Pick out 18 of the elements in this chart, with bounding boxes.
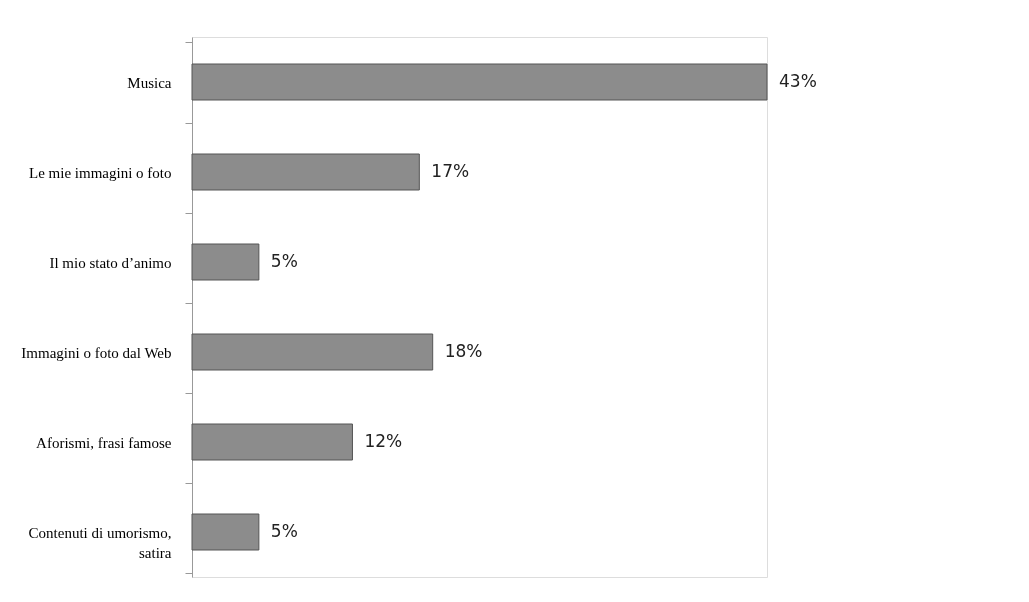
- bar: [191, 63, 768, 101]
- y-tick-label: Immagini o foto dal Web: [21, 344, 172, 361]
- data-label: 12%: [364, 431, 403, 451]
- y-tick-label: Le mie immagini o foto: [29, 164, 172, 181]
- data-label: 17%: [431, 161, 470, 181]
- data-label: 5%: [270, 521, 298, 541]
- bar: [191, 333, 434, 371]
- data-label: 5%: [270, 251, 298, 271]
- bar: [191, 153, 420, 191]
- bar: [191, 513, 260, 551]
- y-tick-label: Il mio stato d’animo: [49, 254, 172, 271]
- y-tick-label: Contenuti di umorismo, satira: [28, 524, 172, 561]
- bar: [191, 423, 353, 461]
- data-label: 43%: [779, 71, 817, 91]
- y-tick-label: Aforismi, frasi famose: [36, 434, 172, 451]
- data-label: 18%: [444, 341, 483, 361]
- y-tick-label: Musica: [127, 74, 172, 91]
- bar: [191, 243, 260, 281]
